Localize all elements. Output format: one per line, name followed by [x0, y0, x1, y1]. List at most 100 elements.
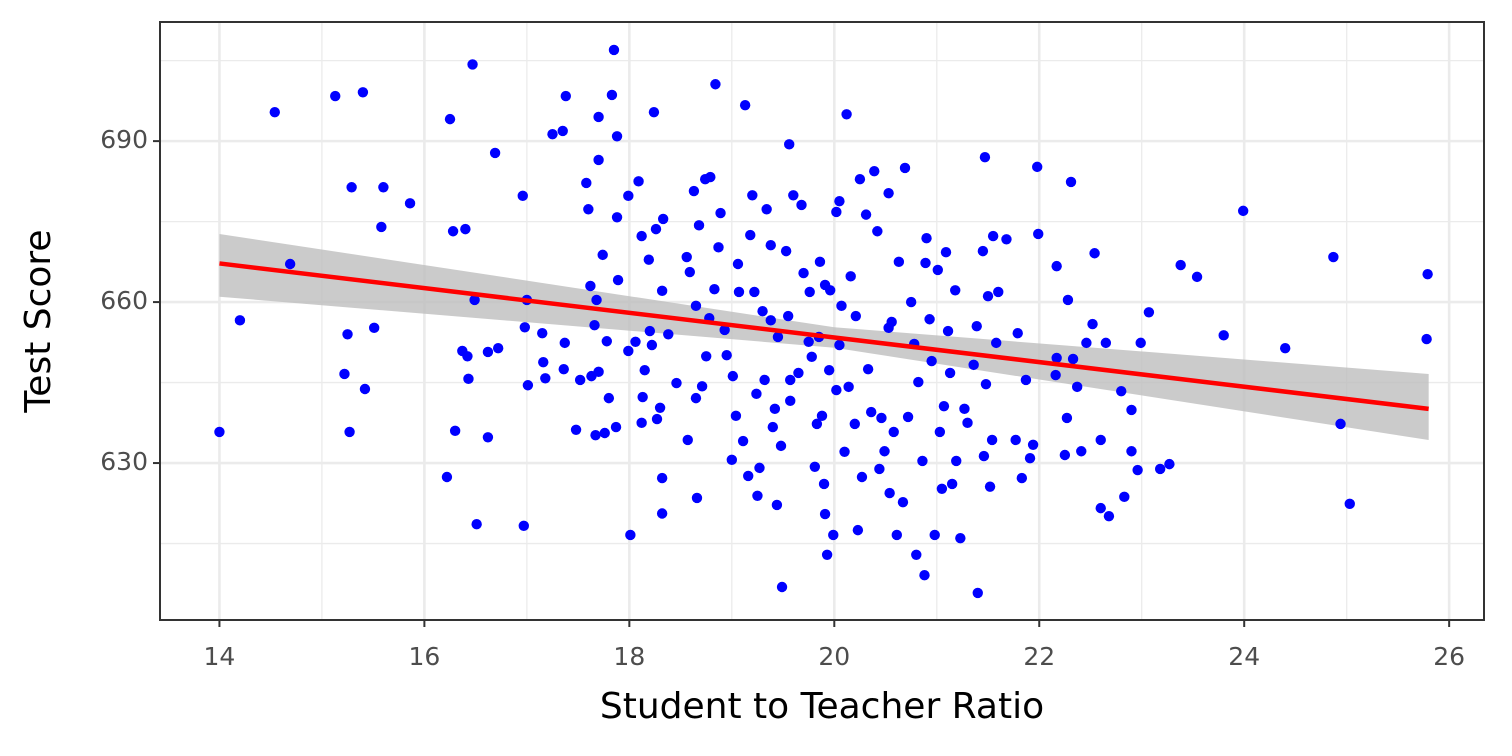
x-tick-label: 14 [204, 642, 236, 671]
point [570, 424, 582, 435]
x-tick-label: 26 [1433, 642, 1465, 671]
point [1024, 453, 1036, 464]
point [959, 403, 970, 415]
point [993, 286, 1004, 298]
point [730, 410, 742, 422]
point [934, 426, 946, 438]
point [757, 306, 768, 317]
point [559, 337, 570, 349]
point [884, 487, 895, 499]
point [872, 226, 883, 237]
point [1164, 458, 1175, 470]
point [636, 230, 647, 242]
point [444, 113, 456, 125]
y-tick-label: 660 [100, 286, 148, 315]
point [749, 286, 760, 298]
point [1089, 248, 1100, 259]
point [819, 508, 831, 520]
point [656, 285, 668, 297]
point [814, 256, 826, 268]
point [1020, 374, 1032, 386]
point [518, 520, 529, 532]
point [823, 365, 835, 376]
point [1100, 337, 1112, 349]
point [905, 296, 917, 308]
point [946, 478, 958, 490]
point [651, 413, 663, 425]
point [657, 213, 669, 225]
point [883, 187, 894, 199]
point [824, 285, 836, 296]
point [852, 524, 864, 536]
x-tick-label: 16 [408, 642, 440, 671]
point [940, 246, 952, 258]
point [633, 176, 644, 187]
point [739, 99, 751, 111]
point [339, 368, 350, 380]
point [737, 435, 749, 447]
point [1076, 446, 1087, 457]
point [751, 388, 762, 400]
point [1081, 337, 1092, 349]
point [788, 190, 799, 201]
point [342, 329, 353, 340]
point [540, 373, 551, 384]
point [693, 220, 705, 231]
point [482, 346, 494, 358]
point [441, 471, 453, 483]
point [926, 355, 937, 367]
point [489, 147, 501, 159]
point [913, 376, 924, 388]
point [776, 581, 788, 593]
point [1027, 439, 1039, 451]
point [860, 209, 872, 220]
point [547, 128, 558, 140]
point [378, 182, 389, 193]
point [1116, 385, 1127, 397]
point [971, 321, 982, 332]
point [924, 314, 935, 325]
y-tick-label: 690 [100, 125, 148, 154]
point [1051, 352, 1062, 364]
point [850, 310, 862, 322]
point [899, 162, 911, 174]
point [733, 286, 745, 298]
point [1050, 369, 1061, 381]
point [463, 373, 474, 385]
point [639, 365, 650, 376]
point [775, 440, 787, 452]
point [785, 374, 796, 386]
point [599, 427, 610, 439]
point [696, 381, 708, 392]
x-tick-label: 22 [1023, 642, 1055, 671]
point [986, 434, 998, 446]
point [1191, 271, 1203, 283]
point [1335, 418, 1346, 430]
point [1132, 464, 1143, 476]
point [593, 366, 604, 378]
point [1135, 337, 1146, 349]
point [1095, 502, 1106, 514]
point [1010, 434, 1021, 446]
point [793, 367, 804, 379]
point [761, 204, 772, 215]
point [796, 199, 807, 211]
point [938, 400, 950, 412]
point [691, 492, 703, 504]
point [893, 256, 905, 268]
point [765, 240, 776, 251]
point [951, 455, 962, 467]
point [646, 339, 658, 351]
point [597, 249, 608, 261]
point [811, 418, 823, 430]
point [482, 432, 494, 443]
point [522, 380, 534, 391]
point [839, 446, 850, 457]
point [809, 461, 821, 473]
point [663, 329, 674, 340]
point [818, 478, 830, 490]
point [888, 426, 899, 438]
point [557, 125, 568, 137]
point [1087, 318, 1098, 330]
point [745, 229, 756, 241]
